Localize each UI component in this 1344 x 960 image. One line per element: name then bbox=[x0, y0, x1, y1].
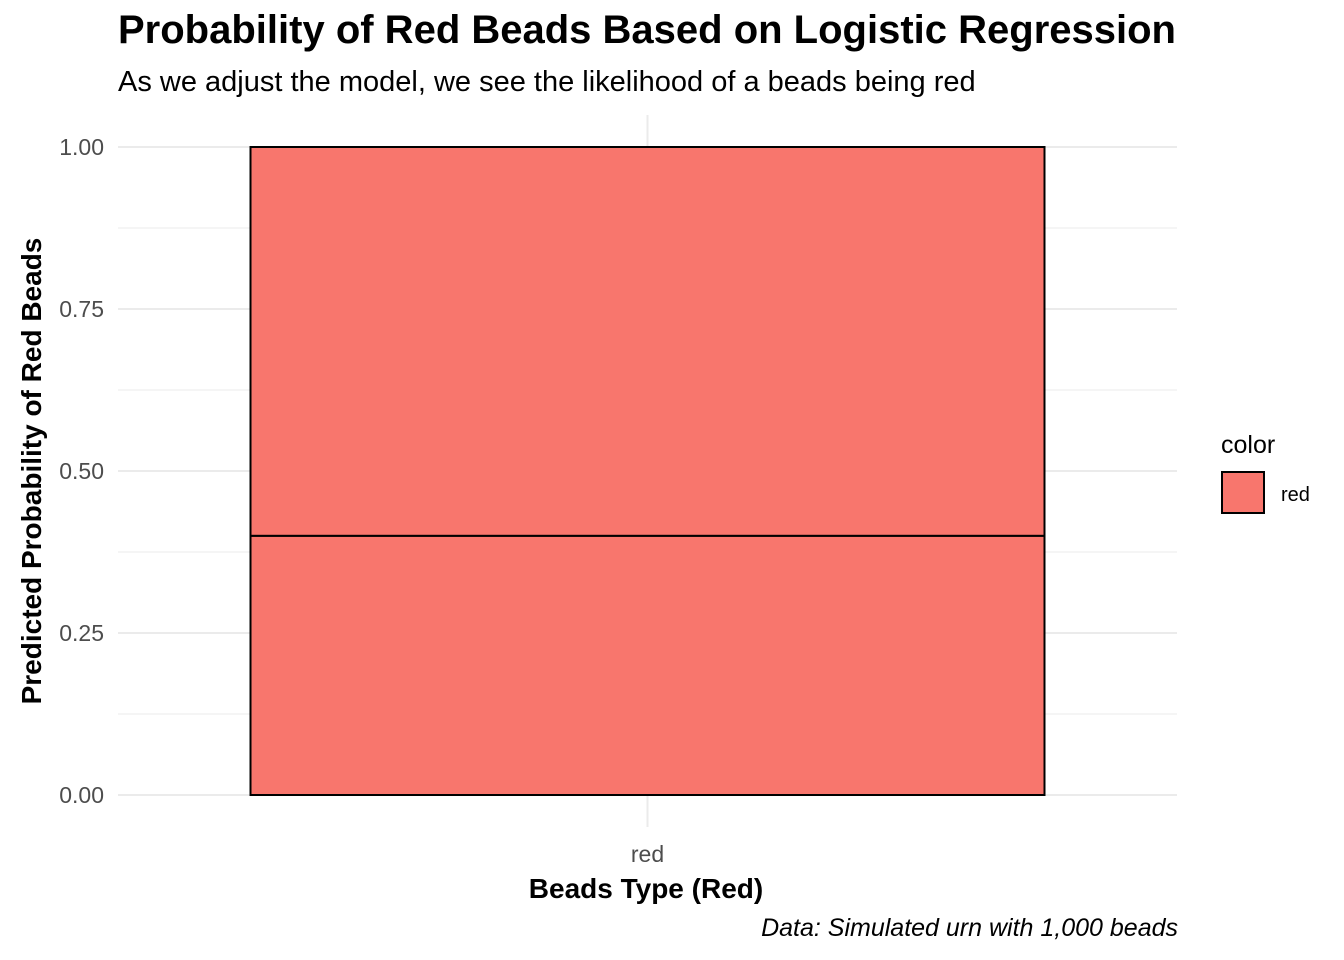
bar-segment-1 bbox=[249, 146, 1046, 537]
y-tick-label: 1.00 bbox=[59, 134, 104, 160]
y-axis-ticks: 0.00 0.25 0.50 0.75 1.00 bbox=[59, 134, 104, 808]
y-tick-label: 0.50 bbox=[59, 458, 104, 484]
y-tick-label: 0.00 bbox=[59, 782, 104, 808]
legend: color red bbox=[1221, 431, 1310, 514]
x-axis-ticks: red bbox=[631, 841, 664, 867]
legend-key-red bbox=[1221, 471, 1265, 514]
y-tick-label: 0.25 bbox=[59, 620, 104, 646]
chart-title: Probability of Red Beads Based on Logist… bbox=[118, 8, 1176, 52]
y-tick-label: 0.75 bbox=[59, 296, 104, 322]
chart-subtitle: As we adjust the model, we see the likel… bbox=[118, 66, 976, 98]
x-tick-label: red bbox=[631, 841, 664, 867]
bar-segment-0 bbox=[249, 534, 1046, 796]
legend-title: color bbox=[1221, 431, 1275, 459]
bars bbox=[249, 146, 1046, 796]
y-axis-title: Predicted Probability of Red Beads bbox=[16, 238, 47, 705]
x-axis-title: Beads Type (Red) bbox=[529, 873, 763, 904]
chart-caption: Data: Simulated urn with 1,000 beads bbox=[761, 914, 1178, 942]
legend-label-red: red bbox=[1281, 484, 1310, 506]
